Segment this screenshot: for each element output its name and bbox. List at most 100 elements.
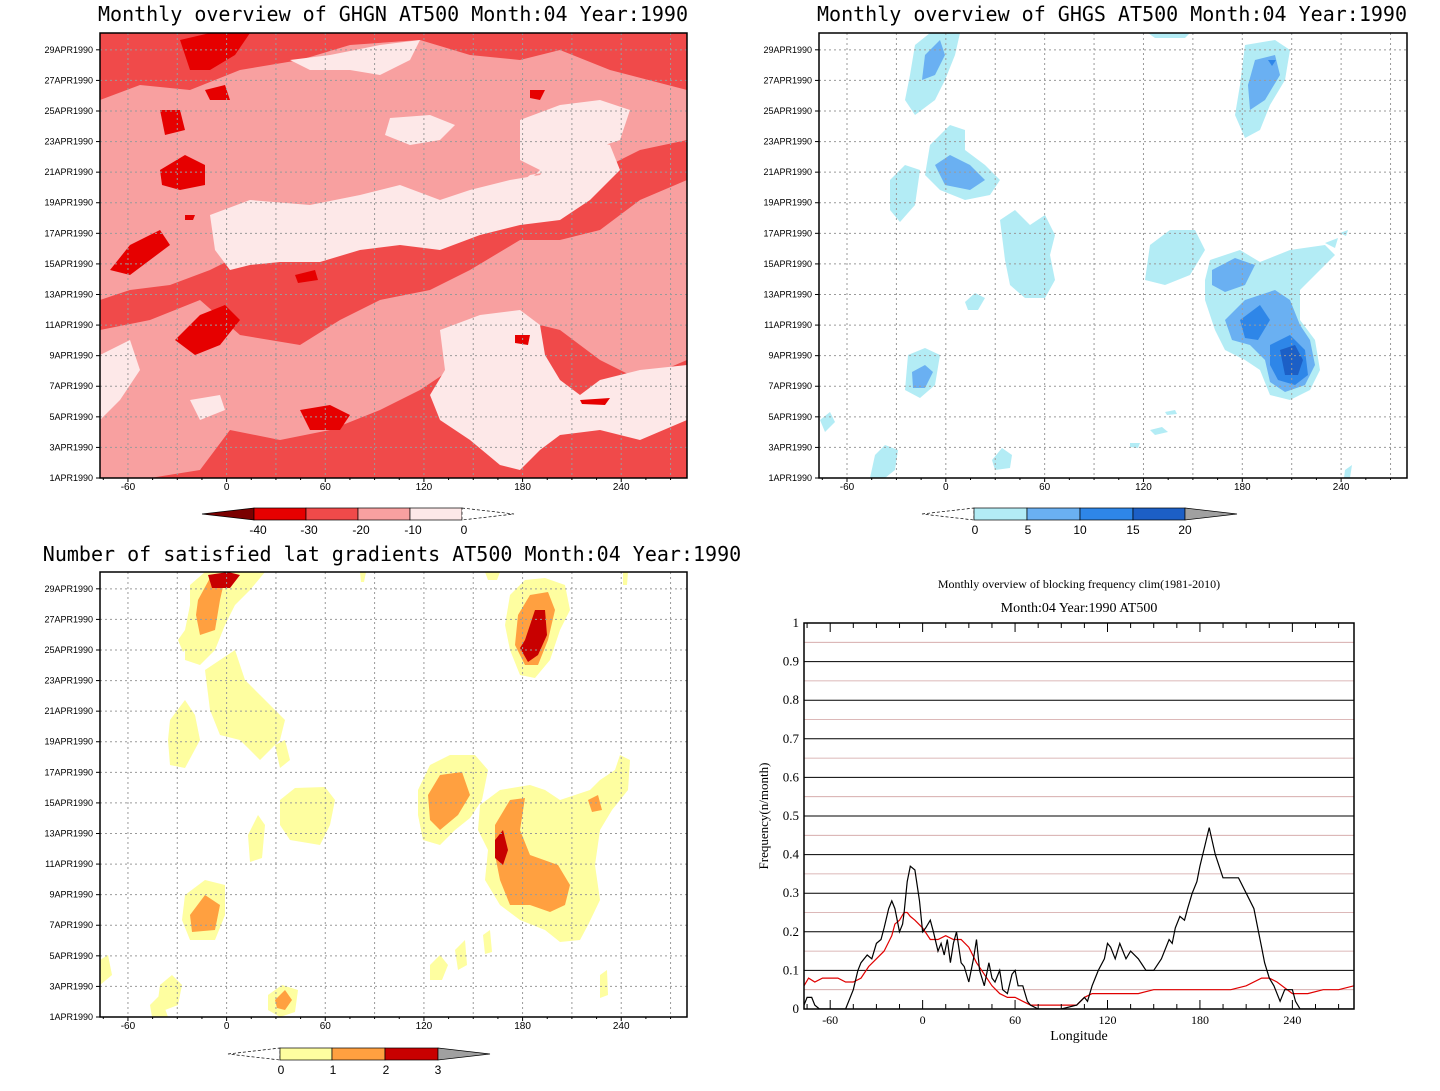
blocking-y-tick-label: 0.5 — [783, 808, 799, 823]
ghgn-colorbar: -40 -30 -20 -10 0 — [201, 507, 515, 537]
clim-series-line — [804, 911, 1354, 1006]
blocking-x-tick-label: 60 — [1009, 1013, 1021, 1027]
gradients-y-tick-label: 1APR1990 — [49, 1012, 93, 1022]
blocking-x-tick-label: -60 — [822, 1013, 838, 1027]
ghgs-y-tick-label: 15APR1990 — [763, 259, 812, 269]
ghgn-y-tick-label: 11APR1990 — [45, 320, 93, 330]
ghgs-colorbar: 0 5 10 15 20 — [921, 507, 1238, 537]
blocking-y-tick-label: 0.8 — [783, 692, 799, 707]
ghgn-panel: Monthly overview of GHGN AT500 Month:04 … — [44, 2, 688, 537]
ghgs-y-tick-label: 7APR1990 — [768, 381, 812, 391]
gradients-title: Number of satisfied lat gradients AT500 … — [43, 542, 741, 566]
gradients-cb-label: 1 — [330, 1063, 337, 1077]
ghgs-x-tick-label: 0 — [943, 482, 949, 493]
ghgs-cb-label: 5 — [1025, 523, 1032, 537]
ghgs-y-tick-label: 3APR1990 — [768, 442, 812, 452]
ghgn-cb-label: -30 — [300, 523, 318, 537]
gradients-y-tick-label: 5APR1990 — [49, 951, 93, 961]
blocking-x-tick-label: 180 — [1191, 1013, 1209, 1027]
gradients-y-tick-label: 3APR1990 — [49, 981, 93, 991]
blocking-y-tick-label: 0.1 — [783, 962, 799, 977]
ghgs-y-tick-label: 9APR1990 — [768, 351, 812, 361]
gradients-y-tick-label: 13APR1990 — [44, 828, 93, 838]
ghgn-y-tick-label: 7APR1990 — [49, 381, 93, 391]
gradients-cb-label: 3 — [435, 1063, 442, 1077]
ghgn-y-tick-label: 29APR1990 — [44, 45, 93, 55]
ghgn-field — [100, 33, 687, 478]
blocking-ylabel: Frequency(n/month) — [756, 763, 771, 870]
blocking-frame — [803, 622, 1355, 1010]
ghgn-title: Monthly overview of GHGN AT500 Month:04 … — [98, 2, 688, 26]
ghgs-x-tick-label: 240 — [1333, 482, 1350, 493]
gradients-x-tick-label: 0 — [224, 1021, 230, 1032]
ghgs-y-tick-label: 21APR1990 — [763, 167, 812, 177]
ghgn-x-tick-label: 240 — [613, 482, 630, 493]
gradients-panel: Number of satisfied lat gradients AT500 … — [43, 542, 741, 1077]
ghgn-y-tick-label: 23APR1990 — [44, 137, 93, 147]
ghgs-y-tick-label: 25APR1990 — [763, 106, 812, 116]
ghgn-y-tick-label: 5APR1990 — [49, 412, 93, 422]
blocking-title: Monthly overview of blocking frequency c… — [938, 577, 1220, 591]
blocking-y-tick-label: 0.2 — [783, 924, 799, 939]
gradients-y-tick-label: 7APR1990 — [49, 920, 93, 930]
ghgn-y-tick-label: 21APR1990 — [44, 167, 93, 177]
ghgs-y-tick-label: 23APR1990 — [763, 137, 812, 147]
ghgs-x-axis: -60 0 60 120 180 240 — [821, 478, 1392, 493]
blocking-x-tick-label: 0 — [920, 1013, 926, 1027]
gradients-y-tick-label: 27APR1990 — [44, 614, 93, 624]
ghgs-y-tick-label: 17APR1990 — [763, 228, 812, 238]
ghgs-x-tick-label: -60 — [840, 482, 855, 493]
gradients-x-tick-label: 120 — [416, 1021, 433, 1032]
blocking-y-tick-label: 0.3 — [783, 885, 799, 900]
ghgn-x-tick-label: 0 — [224, 482, 230, 493]
ghgn-y-tick-label: 19APR1990 — [44, 198, 93, 208]
gradients-y-tick-label: 19APR1990 — [44, 737, 93, 747]
blocking-x-tick-label: 240 — [1283, 1013, 1301, 1027]
ghgs-y-tick-label: 29APR1990 — [763, 45, 812, 55]
ghgs-cb-label: 15 — [1126, 523, 1140, 537]
ghgn-x-tick-label: -60 — [121, 482, 136, 493]
frequency-series-line — [804, 827, 1354, 1009]
ghgn-y-tick-label: 25APR1990 — [44, 106, 93, 116]
gradients-y-tick-label: 11APR1990 — [45, 859, 93, 869]
ghgn-y-tick-label: 17APR1990 — [44, 228, 93, 238]
blocking-x-axis: -60 0 60 120 180 240 — [806, 623, 1340, 1027]
blocking-y-tick-label: 0.9 — [783, 654, 799, 669]
blocking-y-tick-label: 0.7 — [783, 731, 800, 746]
ghgs-x-tick-label: 180 — [1234, 482, 1251, 493]
blocking-y-tick-label: 0.6 — [783, 769, 800, 784]
ghgn-y-tick-label: 13APR1990 — [44, 289, 93, 299]
blocking-y-tick-label: 1 — [793, 615, 800, 630]
gradients-y-tick-label: 25APR1990 — [44, 645, 93, 655]
ghgs-x-tick-label: 60 — [1039, 482, 1051, 493]
ghgs-grid — [819, 33, 1407, 478]
ghgn-cb-label: 0 — [461, 523, 468, 537]
ghgn-frame — [99, 32, 688, 479]
ghgn-y-tick-label: 15APR1990 — [44, 259, 93, 269]
ghgs-panel: Monthly overview of GHGS AT500 Month:04 … — [763, 2, 1408, 537]
ghgs-field — [819, 33, 1407, 478]
blocking-y-tick-label: 0 — [793, 1001, 800, 1016]
ghgn-grid — [100, 33, 687, 478]
gradients-x-axis: -60 0 60 120 180 240 — [102, 1017, 672, 1032]
gradients-x-tick-label: -60 — [121, 1021, 136, 1032]
gradients-y-tick-label: 9APR1990 — [49, 890, 93, 900]
ghgs-y-tick-label: 11APR1990 — [764, 320, 812, 330]
gradients-y-tick-label: 15APR1990 — [44, 798, 93, 808]
ghgs-frame — [818, 32, 1408, 479]
gradients-field — [100, 572, 687, 1017]
gradients-y-axis: 1APR1990 3APR1990 5APR1990 7APR1990 9APR1990… — [44, 584, 100, 1022]
ghgn-y-axis: 1APR1990 3APR1990 5APR1990 7APR1990 9APR1990… — [44, 45, 100, 483]
ghgs-y-axis: 1APR1990 3APR1990 5APR1990 7APR1990 9APR1990… — [763, 45, 819, 483]
blocking-subtitle: Month:04 Year:1990 AT500 — [1001, 601, 1158, 616]
ghgn-y-tick-label: 1APR1990 — [49, 473, 93, 483]
blocking-grid — [804, 641, 1354, 991]
gradients-colorbar: 0 1 2 3 — [227, 1047, 491, 1077]
blocking-x-tick-label: 120 — [1099, 1013, 1117, 1027]
ghgs-y-tick-label: 5APR1990 — [768, 412, 812, 422]
ghgn-cb-label: -40 — [249, 523, 267, 537]
gradients-frame — [99, 571, 688, 1018]
ghgs-cb-label: 20 — [1178, 523, 1192, 537]
gradients-x-tick-label: 240 — [613, 1021, 630, 1032]
